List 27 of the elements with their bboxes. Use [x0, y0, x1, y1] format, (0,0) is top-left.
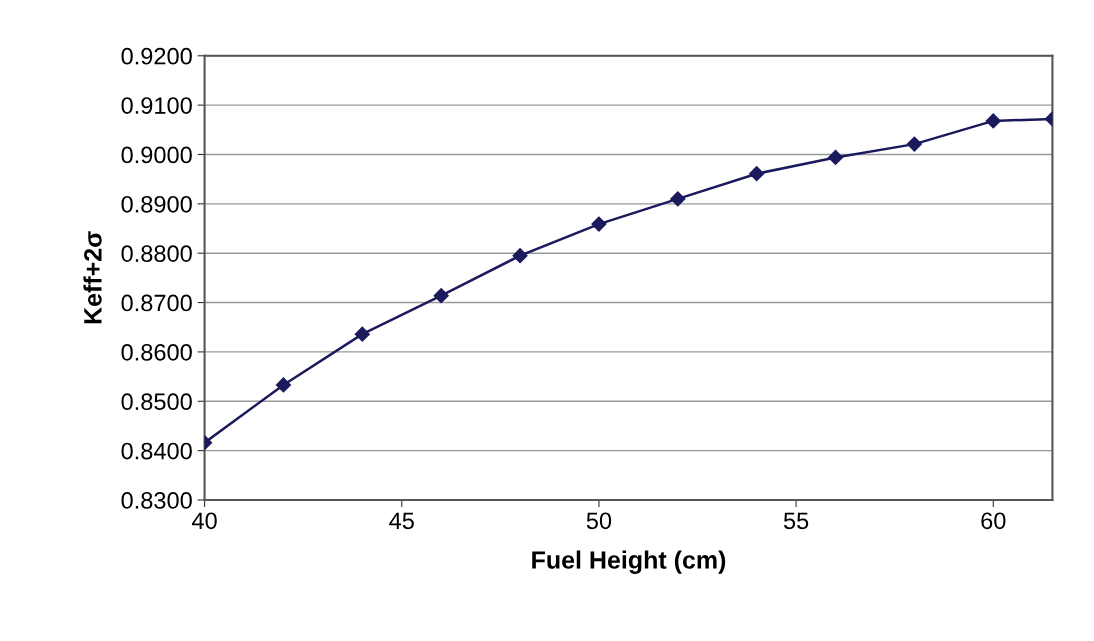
point: [354, 326, 370, 342]
x-tick-label: 55: [783, 512, 809, 530]
point: [433, 288, 449, 304]
x-tick-label: 45: [389, 512, 414, 530]
point: [985, 113, 1001, 129]
point: [827, 149, 844, 166]
y-tick-label: 0.8900: [121, 195, 192, 213]
point: [591, 216, 607, 232]
y-tick-label: 0.8300: [121, 492, 192, 509]
y-tick-label: 0.8400: [121, 442, 192, 460]
point: [906, 136, 922, 152]
y-tick-label: 0.9200: [121, 47, 192, 65]
y-tick-label: 0.8700: [121, 294, 192, 312]
point: [749, 166, 765, 182]
x-tick-label: 60: [981, 512, 1006, 530]
point: [275, 377, 292, 393]
y-tick-label: 0.8500: [121, 393, 192, 411]
y-tick-label: 0.9100: [121, 97, 192, 114]
point: [512, 248, 528, 264]
y-tick-label: 0.9000: [121, 146, 192, 164]
point: [670, 191, 686, 207]
x-tick-label: 40: [191, 512, 217, 530]
x-axis-title: Fuel Height (cm): [532, 550, 726, 574]
x-tick-label: 50: [586, 512, 612, 530]
y-tick-label: 0.8600: [121, 343, 192, 361]
y-axis-title: Keff+2σ: [83, 231, 102, 324]
y-tick-label: 0.8800: [121, 245, 192, 262]
